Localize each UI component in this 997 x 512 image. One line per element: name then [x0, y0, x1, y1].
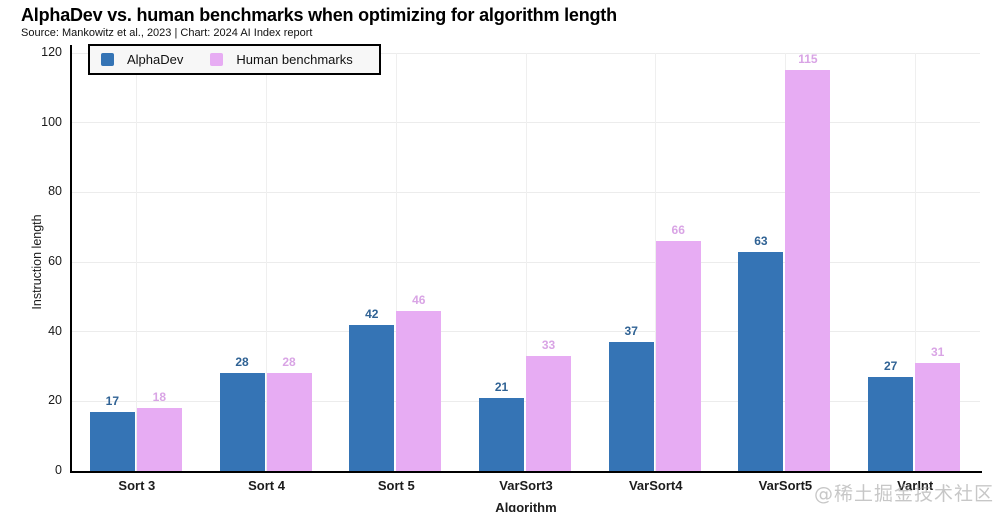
- bar-value-label-alphadev-sort-3: 17: [105, 393, 120, 408]
- watermark: @稀土掘金技术社区: [813, 483, 994, 505]
- bar-value-label-alphadev-sort-4: 28: [235, 355, 249, 370]
- bar-value-label-alphadev-varsort5: 63: [754, 233, 768, 248]
- bar-value-label-human-benchmarks-varsort5: 115: [798, 52, 818, 67]
- bar-human-benchmarks-varsort3: [526, 356, 571, 471]
- y-tick-label: 120: [41, 45, 62, 59]
- x-tick-label-varsort3: VarSort3: [499, 478, 553, 493]
- bar-human-benchmarks-sort-5: [396, 310, 442, 471]
- bar-alphadev-sort-5: [349, 324, 395, 471]
- y-tick-label: 20: [48, 393, 62, 408]
- bar-alphadev-sort-3: [89, 411, 135, 471]
- y-tick-label: 40: [48, 323, 62, 338]
- legend-label-human-benchmarks: Human benchmarks: [236, 52, 353, 67]
- bar-human-benchmarks-varint: [915, 363, 961, 471]
- gridline-vertical: [395, 53, 397, 471]
- legend-item-human-benchmarks: Human benchmarks: [210, 52, 353, 67]
- bar-value-label-human-benchmarks-sort-5: 46: [412, 292, 426, 307]
- bar-value-label-human-benchmarks-varsort4: 66: [671, 223, 685, 238]
- x-tick-label-sort-3: Sort 3: [118, 478, 156, 493]
- chart-source-line: Source: Mankowitz et al., 2023 | Chart: …: [21, 27, 313, 39]
- plot-area: 17 18 28 28 42 46 21 33 37 66 63 115 27 31: [72, 52, 980, 471]
- y-axis-line: [70, 45, 72, 473]
- bar-value-label-alphadev-varsort3: 21: [494, 379, 509, 394]
- bar-human-benchmarks-sort-3: [136, 408, 182, 471]
- bar-human-benchmarks-varsort4: [655, 241, 701, 471]
- gridline-vertical: [914, 53, 916, 471]
- legend-label-alphadev: AlphaDev: [127, 52, 184, 67]
- bar-value-label-human-benchmarks-varint: 31: [930, 345, 945, 360]
- legend-item-alphadev: AlphaDev: [101, 52, 183, 67]
- bar-alphadev-varint: [868, 376, 914, 471]
- bar-alphadev-varsort5: [738, 251, 784, 471]
- bar-human-benchmarks-sort-4: [266, 373, 312, 471]
- legend: AlphaDev Human benchmarks: [88, 44, 381, 75]
- bar-value-label-human-benchmarks-varsort3: 33: [541, 338, 556, 353]
- legend-swatch-human-benchmarks: [210, 53, 224, 66]
- legend-swatch-alphadev: [101, 53, 114, 66]
- bar-alphadev-varsort4: [608, 342, 654, 471]
- y-axis-ticks: 0 20 40 60 80 100 120: [0, 45, 62, 477]
- x-tick-label-sort-4: Sort 4: [248, 478, 285, 493]
- chart-title: AlphaDev vs. human benchmarks when optim…: [21, 5, 617, 25]
- y-tick-label: 80: [48, 184, 62, 199]
- gridline-vertical: [525, 53, 527, 471]
- bar-value-label-alphadev-varint: 27: [883, 358, 898, 373]
- x-tick-label-sort-5: Sort 5: [377, 478, 415, 493]
- bar-value-label-alphadev-sort-5: 42: [365, 306, 379, 321]
- gridline-vertical: [266, 53, 268, 471]
- x-tick-label-varsort4: VarSort4: [628, 478, 683, 493]
- bar-alphadev-varsort3: [479, 397, 524, 471]
- x-axis-title: Algorithm: [495, 500, 557, 512]
- bar-human-benchmarks-varsort5: [785, 70, 831, 471]
- x-tick-label-varint: VarInt: [897, 478, 934, 493]
- bar-alphadev-sort-4: [219, 373, 265, 471]
- x-axis-line: [70, 471, 982, 473]
- bar-value-label-human-benchmarks-sort-3: 18: [152, 390, 167, 405]
- x-axis-ticks: Sort 3 Sort 4 Sort 5 VarSort3 VarSort4 VarSor…: [72, 478, 980, 496]
- y-tick-label: 0: [55, 463, 62, 477]
- bar-value-label-human-benchmarks-sort-4: 28: [282, 355, 296, 370]
- y-tick-label: 100: [41, 114, 62, 129]
- x-tick-label-varsort5: VarSort5: [758, 478, 813, 493]
- bar-value-label-alphadev-varsort4: 37: [624, 324, 638, 339]
- y-tick-label: 60: [48, 254, 62, 268]
- gridline-vertical: [136, 53, 138, 471]
